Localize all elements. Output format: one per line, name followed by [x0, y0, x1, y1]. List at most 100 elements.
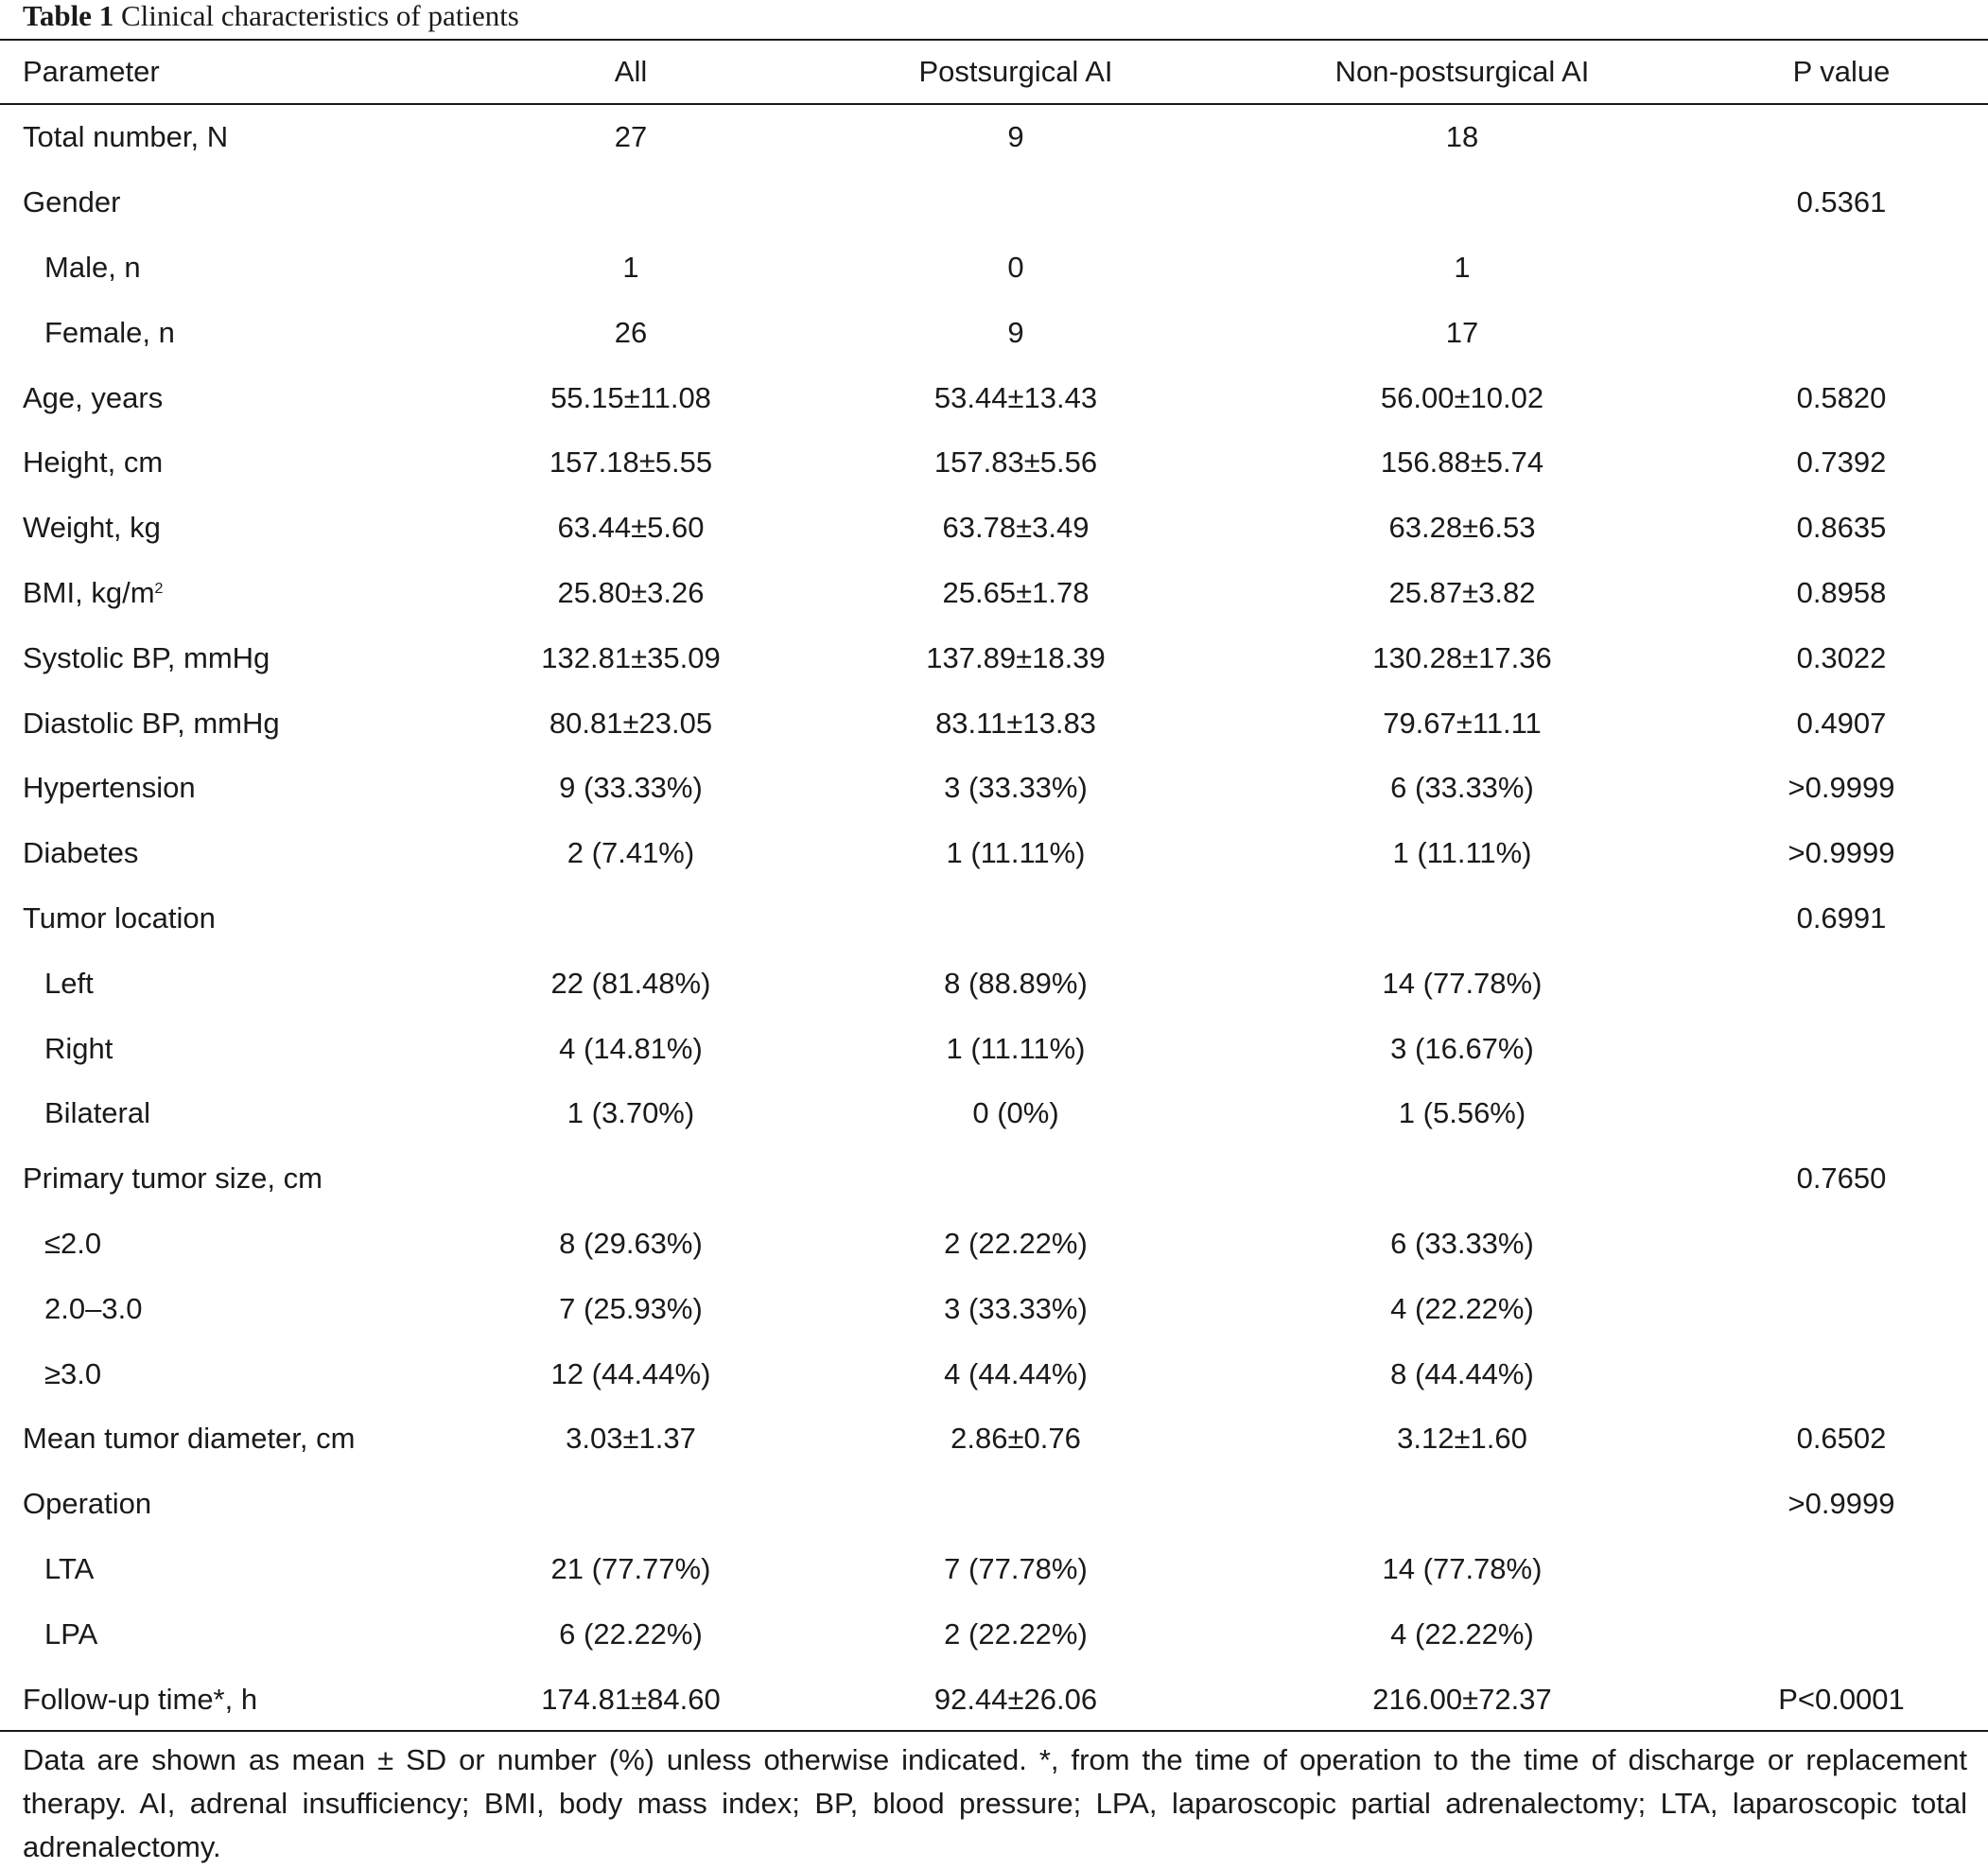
cell-non-postsurgical: 130.28±17.36 [1372, 640, 1552, 674]
cell-non-postsurgical [1273, 1472, 1651, 1537]
row-label: ≤2.0 [44, 1226, 102, 1260]
cell-p-value [1652, 300, 1988, 365]
cell-non-postsurgical: 3.12±1.60 [1397, 1422, 1527, 1456]
table-row: LPA 6 (22.22%) 2 (22.22%) 4 (22.22%) [0, 1601, 1988, 1667]
cell-postsurgical: 53.44±13.43 [933, 380, 1098, 414]
row-label: Primary tumor size, cm [23, 1162, 323, 1196]
row-label: Weight, kg [23, 511, 161, 545]
cell-all: 3.03±1.37 [566, 1422, 696, 1456]
superscript-2: 2 [154, 580, 164, 597]
cell-p-value [1652, 1276, 1988, 1341]
cell-non-postsurgical: 1 (5.56%) [1398, 1096, 1526, 1130]
cell-all: 55.15±11.08 [550, 380, 711, 414]
cell-non-postsurgical: 4 (22.22%) [1390, 1291, 1534, 1325]
cell-all [442, 1472, 820, 1537]
cell-p-value [1652, 1601, 1988, 1667]
header-p-value: P value [1792, 55, 1891, 88]
row-label: Tumor location [23, 900, 216, 934]
cell-p-value: 0.7650 [1796, 1162, 1887, 1196]
table-row: Total number, N 27 9 18 [0, 105, 1988, 170]
table-row: Weight, kg 63.44±5.60 63.78±3.49 63.28±6… [0, 496, 1988, 561]
cell-p-value: 0.5361 [1796, 185, 1887, 219]
cell-non-postsurgical: 8 (44.44%) [1390, 1356, 1534, 1390]
cell-p-value [1652, 951, 1988, 1016]
cell-postsurgical: 1 (11.11%) [946, 836, 1086, 870]
row-label: 2.0–3.0 [44, 1291, 143, 1325]
cell-p-value [1652, 1537, 1988, 1602]
header-all: All [614, 55, 648, 88]
table-row: Age, years 55.15±11.08 53.44±13.43 56.00… [0, 365, 1988, 430]
row-label-text: BMI, kg/m [23, 575, 155, 609]
row-label: Age, years [23, 380, 164, 414]
cell-p-value: >0.9999 [1787, 771, 1895, 805]
cell-postsurgical: 157.83±5.56 [933, 445, 1098, 480]
cell-postsurgical [827, 1472, 1205, 1537]
table-footnote: Data are shown as mean ± SD or number (%… [23, 1743, 1967, 1863]
cell-non-postsurgical: 156.88±5.74 [1380, 445, 1544, 480]
table-caption: Table 1 Clinical characteristics of pati… [23, 0, 519, 32]
cell-p-value: 0.6991 [1796, 900, 1887, 934]
cell-all: 25.80±3.26 [557, 575, 705, 609]
cell-non-postsurgical: 56.00±10.02 [1380, 380, 1544, 414]
cell-p-value [1652, 1081, 1988, 1146]
table-body: Total number, N 27 9 18 Gender 0.5361 Ma… [0, 105, 1988, 1732]
cell-postsurgical [827, 170, 1205, 236]
row-label: ≥3.0 [44, 1356, 102, 1390]
table-header-row: Parameter All Postsurgical AI Non-postsu… [0, 41, 1988, 103]
cell-p-value [1652, 1212, 1988, 1277]
row-label: Height, cm [23, 445, 164, 480]
table-row: Female, n 26 9 17 [0, 300, 1988, 365]
cell-p-value [1652, 236, 1988, 301]
cell-p-value: >0.9999 [1787, 836, 1895, 870]
cell-postsurgical [827, 886, 1205, 952]
cell-non-postsurgical: 17 [1445, 315, 1479, 349]
cell-postsurgical: 9 [1007, 120, 1024, 154]
cell-postsurgical: 25.65±1.78 [942, 575, 1090, 609]
cell-postsurgical: 83.11±13.83 [935, 706, 1096, 740]
table-row: ≤2.0 8 (29.63%) 2 (22.22%) 6 (33.33%) [0, 1212, 1988, 1277]
cell-all: 6 (22.22%) [559, 1616, 703, 1651]
cell-all: 12 (44.44%) [550, 1356, 711, 1390]
cell-all: 22 (81.48%) [550, 966, 711, 1000]
table-row: Gender 0.5361 [0, 170, 1988, 236]
cell-postsurgical: 63.78±3.49 [942, 511, 1090, 545]
cell-postsurgical: 0 (0%) [972, 1096, 1059, 1130]
cell-p-value: 0.8635 [1796, 511, 1887, 545]
table-row: Diabetes 2 (7.41%) 1 (11.11%) 1 (11.11%)… [0, 821, 1988, 886]
cell-non-postsurgical: 18 [1445, 120, 1479, 154]
cell-non-postsurgical: 1 (11.11%) [1392, 836, 1532, 870]
cell-non-postsurgical: 79.67±11.11 [1383, 706, 1542, 740]
table-row: Bilateral 1 (3.70%) 0 (0%) 1 (5.56%) [0, 1081, 1988, 1146]
cell-p-value [1652, 105, 1988, 170]
row-label: Hypertension [23, 771, 196, 805]
row-label: Female, n [44, 315, 175, 349]
table-row: Right 4 (14.81%) 1 (11.11%) 3 (16.67%) [0, 1016, 1988, 1081]
table-header: Parameter All Postsurgical AI Non-postsu… [0, 41, 1988, 103]
table-caption-text: Clinical characteristics of patients [120, 0, 519, 32]
cell-non-postsurgical [1273, 1146, 1651, 1212]
cell-all [442, 886, 820, 952]
cell-non-postsurgical: 25.87±3.82 [1388, 575, 1536, 609]
cell-non-postsurgical [1273, 170, 1651, 236]
table-row: Operation >0.9999 [0, 1472, 1988, 1537]
cell-postsurgical: 1 (11.11%) [946, 1031, 1086, 1065]
table-row: Left 22 (81.48%) 8 (88.89%) 14 (77.78%) [0, 951, 1988, 1016]
cell-all: 7 (25.93%) [559, 1291, 703, 1325]
cell-p-value: 0.7392 [1796, 445, 1887, 480]
cell-postsurgical: 9 [1007, 315, 1024, 349]
cell-non-postsurgical: 6 (33.33%) [1390, 771, 1534, 805]
table-top-rule [0, 39, 1988, 41]
row-label: Mean tumor diameter, cm [23, 1422, 356, 1456]
cell-non-postsurgical: 1 [1454, 250, 1471, 284]
cell-postsurgical: 3 (33.33%) [944, 1291, 1088, 1325]
cell-postsurgical: 8 (88.89%) [944, 966, 1088, 1000]
cell-postsurgical: 2.86±0.76 [950, 1422, 1081, 1456]
row-label: Right [44, 1031, 113, 1065]
cell-non-postsurgical: 3 (16.67%) [1390, 1031, 1534, 1065]
table-row: Follow-up time*, h 174.81±84.60 92.44±26… [0, 1667, 1988, 1732]
cell-p-value [1652, 1016, 1988, 1081]
table-caption-label: Table 1 [23, 0, 114, 32]
table-row: Mean tumor diameter, cm 3.03±1.37 2.86±0… [0, 1406, 1988, 1472]
row-label: Operation [23, 1487, 152, 1521]
